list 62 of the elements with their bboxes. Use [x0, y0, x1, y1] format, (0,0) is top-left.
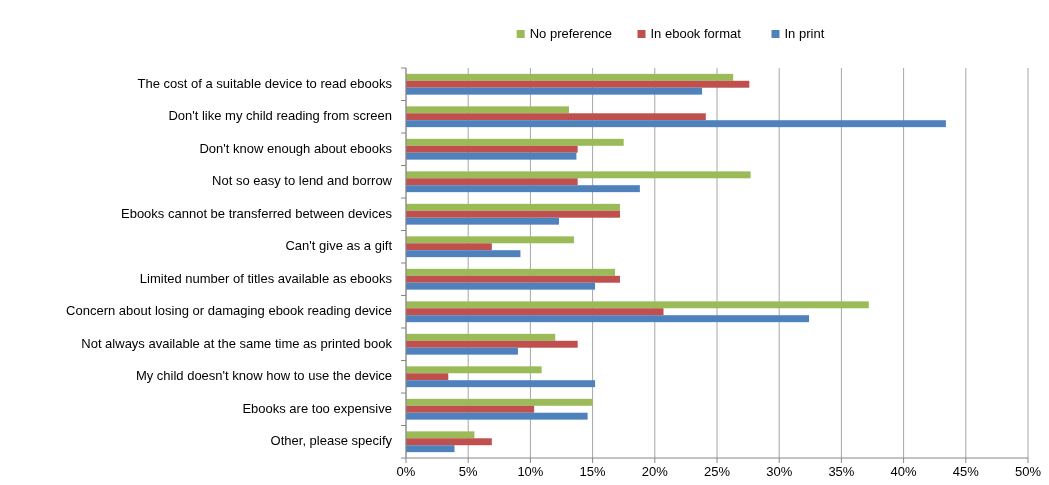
- bar: [406, 380, 596, 388]
- legend-label: In print: [784, 26, 825, 42]
- y-tick-label: Not so easy to lend and borrow: [212, 173, 393, 189]
- x-tick-label: 45%: [952, 464, 980, 479]
- bar: [406, 373, 449, 381]
- bar: [406, 340, 578, 348]
- bar: [406, 185, 640, 193]
- bar: [406, 405, 535, 413]
- bar: [406, 308, 664, 316]
- bar: [406, 347, 518, 355]
- bar: [406, 106, 569, 114]
- bar: [406, 171, 751, 179]
- y-tick-label: Can't give as a gift: [285, 238, 393, 254]
- bar: [406, 203, 620, 211]
- x-tick-label: 30%: [766, 464, 793, 479]
- y-tick-label: Don't like my child reading from screen: [168, 108, 392, 124]
- bar: [406, 178, 578, 186]
- x-tick-label: 35%: [828, 464, 855, 479]
- bar: [406, 138, 624, 146]
- bar: [406, 73, 734, 81]
- y-tick-label: Ebooks cannot be transferred between devices: [120, 205, 393, 221]
- bar: [406, 445, 455, 453]
- bar: [406, 315, 810, 323]
- y-tick-label: Concern about losing or damaging ebook reading device: [66, 303, 392, 319]
- y-tick-label: The cost of a suitable device to read ebooks: [137, 75, 393, 91]
- bar: [406, 366, 542, 374]
- bar: [406, 210, 620, 218]
- y-tick-label: My child doesn't know how to use the device: [135, 368, 392, 384]
- bar: [406, 145, 578, 153]
- legend-label: No preference: [529, 26, 613, 42]
- bar: [406, 217, 560, 225]
- bar: [406, 250, 521, 258]
- bar: [406, 398, 593, 406]
- y-tick-label: Limited number of titles available as ebooks: [139, 270, 393, 286]
- bar: [406, 438, 492, 446]
- y-tick-label: Not always available at the same time as printed book: [81, 335, 393, 351]
- bar: [406, 333, 556, 341]
- x-tick-label: 40%: [890, 464, 918, 479]
- bar: [406, 87, 703, 95]
- x-tick-label: 5%: [458, 464, 479, 479]
- x-tick-label: 50%: [1014, 464, 1042, 479]
- y-tick-label: Ebooks are too expensive: [242, 400, 392, 416]
- y-tick-label: Don't know enough about ebooks: [199, 140, 393, 156]
- bar: [406, 301, 869, 309]
- bar: [406, 236, 574, 244]
- bar: [406, 268, 615, 276]
- bar: [406, 113, 706, 121]
- x-tick-label: 25%: [703, 464, 731, 479]
- x-tick-label: 0%: [396, 464, 416, 479]
- x-tick-label: 20%: [641, 464, 669, 479]
- bar: [406, 243, 492, 251]
- legend-label: In ebook format: [650, 26, 742, 42]
- bar: [406, 431, 475, 439]
- y-tick-label: Other, please specify: [270, 433, 393, 449]
- bar: [406, 120, 946, 128]
- bar: [406, 275, 620, 283]
- x-tick-label: 10%: [517, 464, 544, 479]
- bar: [406, 282, 596, 290]
- x-tick-label: 15%: [579, 464, 607, 479]
- bar: [406, 152, 577, 160]
- bar: [406, 412, 588, 420]
- bar: [406, 80, 750, 88]
